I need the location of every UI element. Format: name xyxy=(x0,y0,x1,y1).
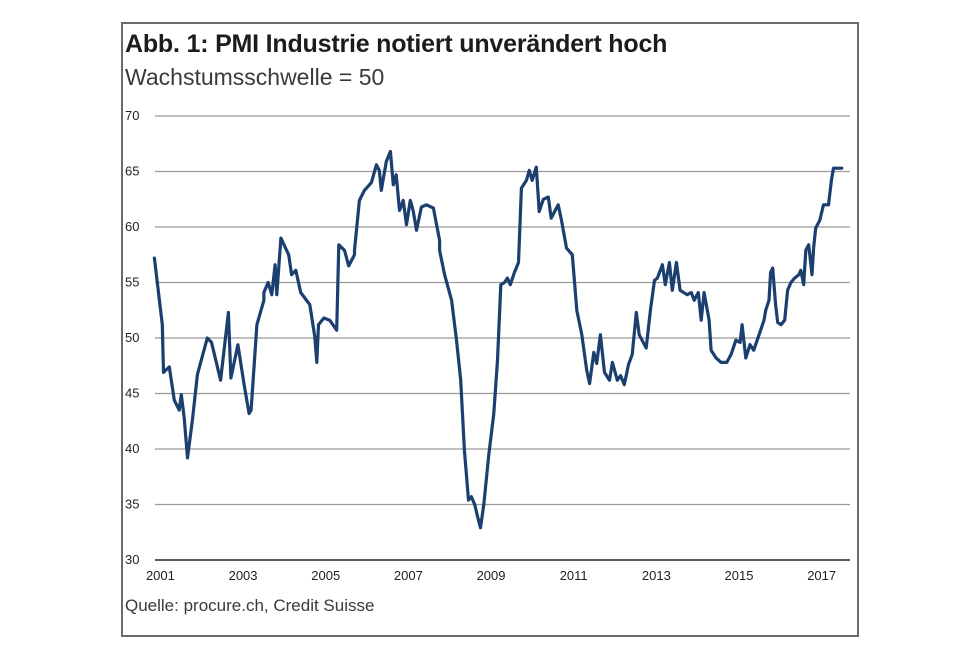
y-tick-label: 50 xyxy=(125,330,139,345)
x-tick-label: 2011 xyxy=(560,568,588,583)
x-tick-label: 2015 xyxy=(725,568,754,583)
y-tick-label: 60 xyxy=(125,219,139,234)
x-tick-label: 2007 xyxy=(394,568,423,583)
source-note: Quelle: procure.ch, Credit Suisse xyxy=(125,596,375,615)
x-tick-label: 2003 xyxy=(229,568,258,583)
y-tick-label: 65 xyxy=(125,164,139,179)
chart-frame xyxy=(121,22,859,637)
y-tick-label: 35 xyxy=(125,497,139,512)
x-axis-ticks: 2001 2003 2005 2007 2009 2011 2013 2015 2017 xyxy=(146,568,836,583)
chart-title: Abb. 1: PMI Industrie notiert unveränder… xyxy=(125,30,668,58)
y-tick-label: 55 xyxy=(125,275,139,290)
x-tick-label: 2013 xyxy=(642,568,671,583)
series-group xyxy=(152,149,844,530)
x-tick-label: 2005 xyxy=(311,568,340,583)
x-tick-label: 2009 xyxy=(477,568,506,583)
y-tick-label: 45 xyxy=(125,386,139,401)
series-line-pmi xyxy=(152,149,844,530)
y-tick-label: 70 xyxy=(125,108,139,123)
x-tick-label: 2001 xyxy=(146,568,175,583)
gridlines xyxy=(155,115,850,561)
x-tick-label: 2017 xyxy=(807,568,836,583)
y-tick-label: 40 xyxy=(125,441,139,456)
chart-subtitle: Wachstumsschwelle = 50 xyxy=(125,64,385,90)
y-tick-label: 30 xyxy=(125,552,139,567)
y-axis-ticks: 30 35 40 45 50 55 60 65 70 xyxy=(125,108,139,567)
